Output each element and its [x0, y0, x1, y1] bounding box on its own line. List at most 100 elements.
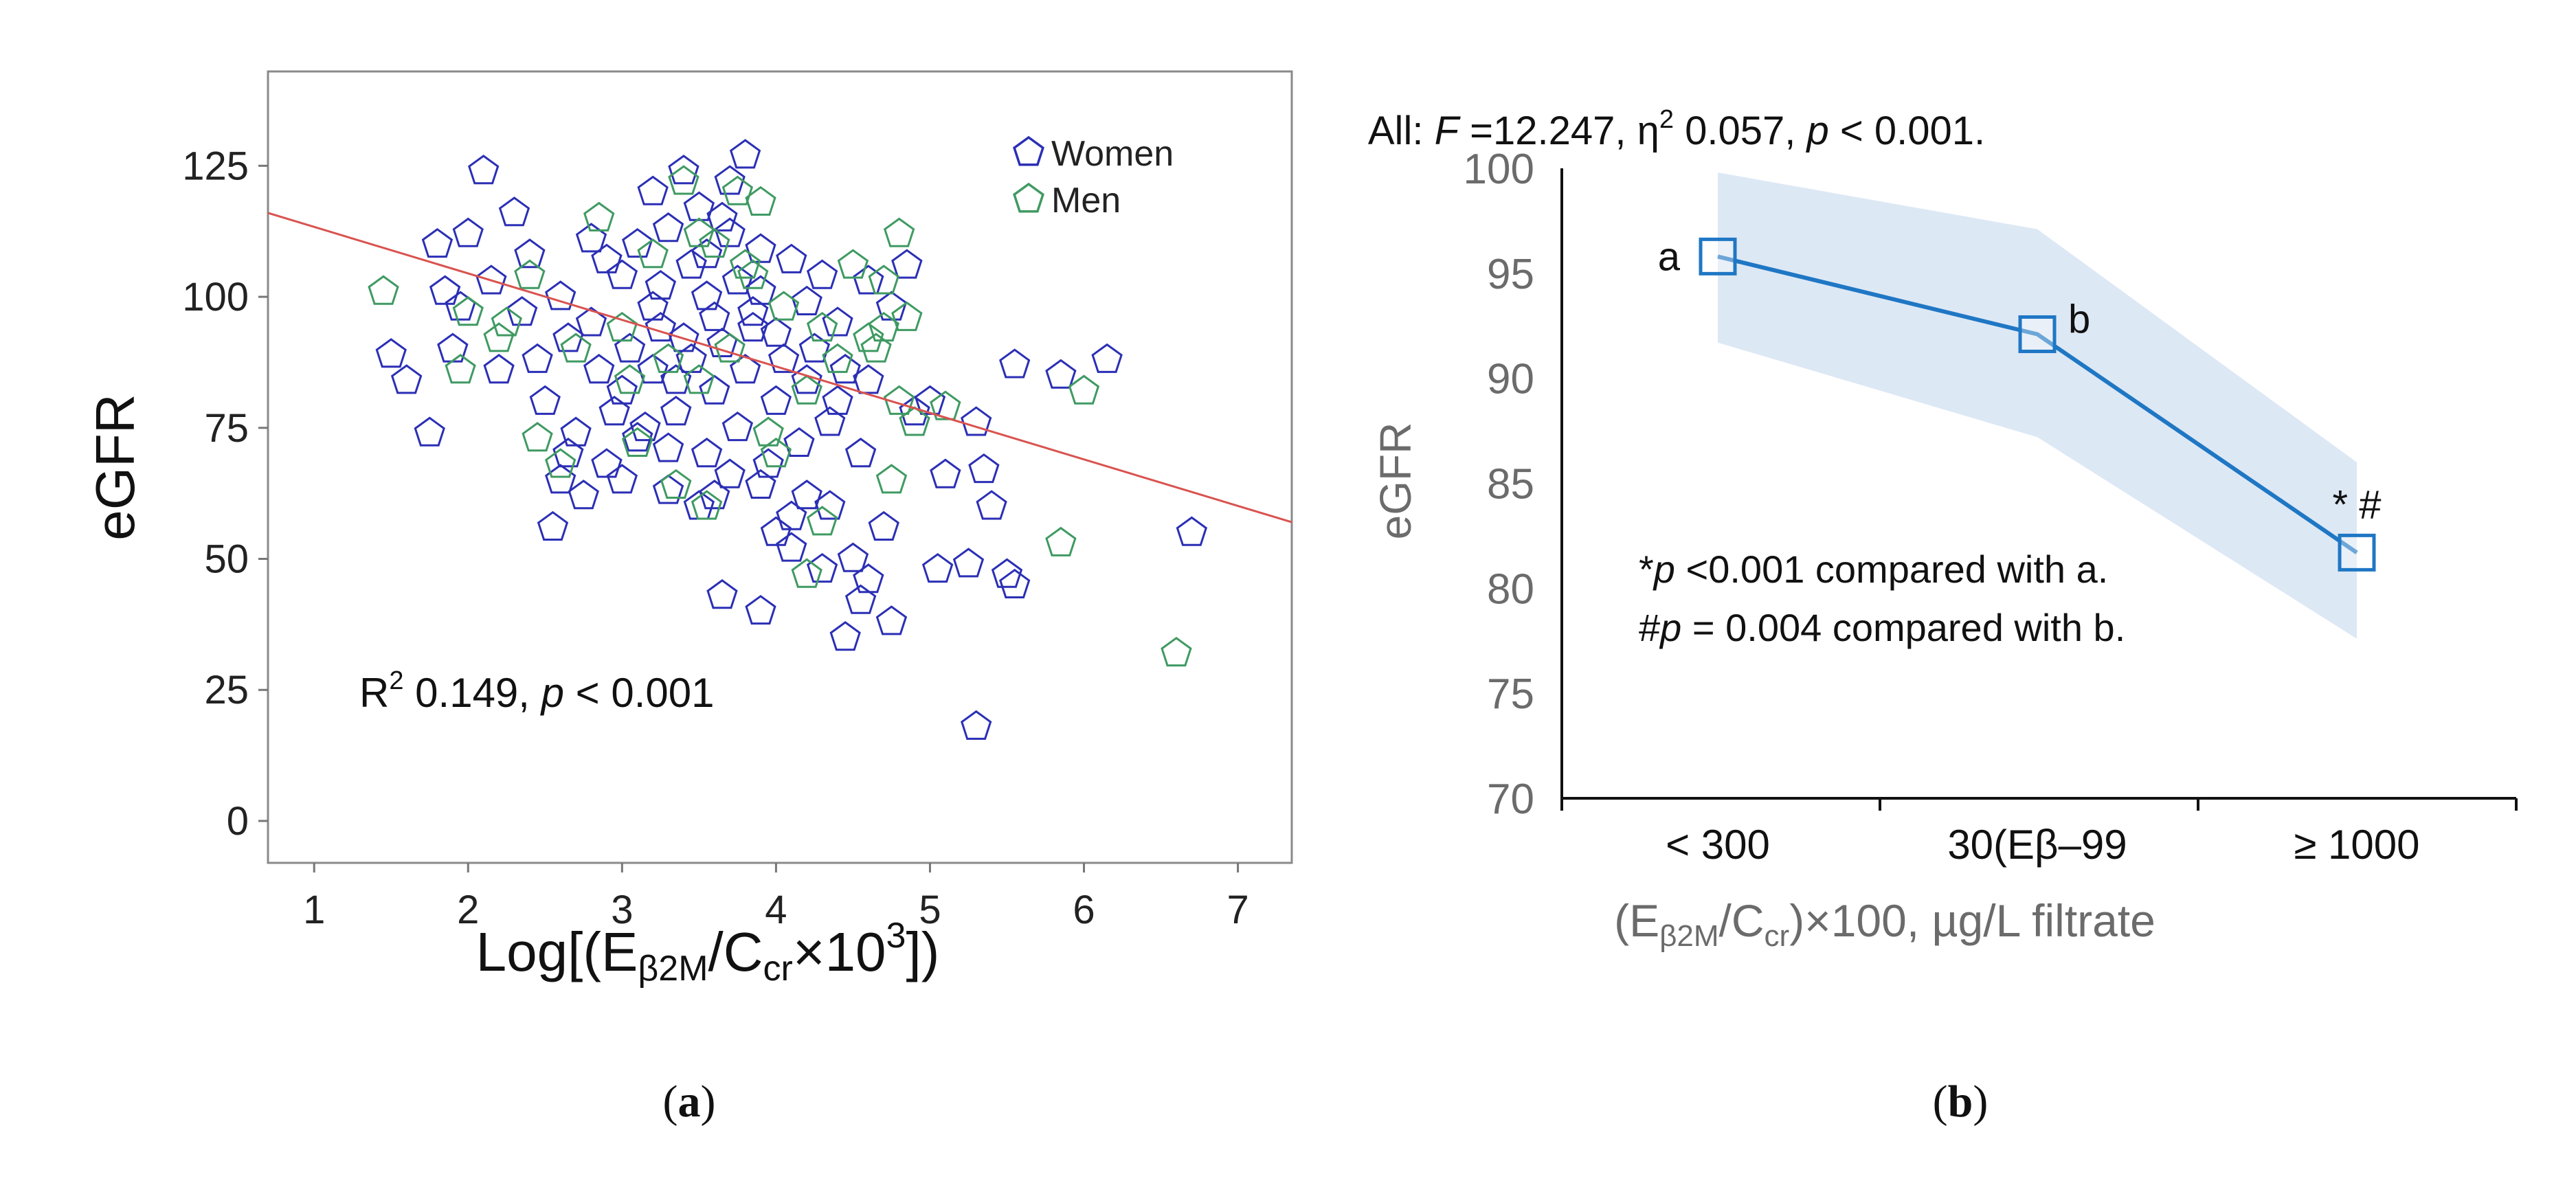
women-data-point	[776, 243, 807, 273]
panel-b-axes: 70 75 80 85 90 95 100 < 300 30(Eβ–99 ≥ 1000	[1464, 146, 2518, 868]
women-data-point	[552, 438, 584, 468]
women-data-point	[706, 201, 738, 232]
men-data-point	[791, 374, 822, 405]
women-data-point	[853, 264, 884, 295]
panel-b-y-tick-label: 85	[1487, 461, 1534, 508]
panel-a-y-tick-label: 0	[227, 799, 249, 844]
women-data-point	[645, 269, 677, 300]
men-data-point	[721, 175, 754, 205]
legend-women-pentagon-icon	[1013, 135, 1044, 166]
panel-a-y-axis-label: eGFR	[85, 394, 146, 540]
women-data-point	[629, 411, 661, 442]
xlabel-b-part1: (E	[1614, 895, 1659, 946]
women-data-point	[737, 296, 769, 326]
women-data-point	[622, 227, 653, 258]
women-data-point	[976, 490, 1007, 520]
panel-a-y-tick-label: 75	[204, 406, 249, 451]
r2-label: R	[359, 670, 389, 716]
panel-b-label-letter: b	[1948, 1077, 1973, 1127]
men-data-point	[545, 448, 576, 478]
men-data-point	[452, 296, 484, 326]
legend-men-label: Men	[1051, 181, 1121, 221]
title-b-f-italic: F	[1435, 109, 1461, 153]
panel-b-square-marker	[2018, 315, 2057, 353]
women-data-point	[837, 542, 869, 572]
panel-b-x-axis-label: (Eβ2M/Ccr)×100, µg/L filtrate	[1614, 895, 2155, 953]
r2-p-value: < 0.001	[564, 670, 715, 716]
women-data-point	[575, 306, 607, 337]
note1-p-italic: p	[1653, 548, 1675, 591]
panel-a-regression-line	[267, 212, 1292, 523]
panel-b-caption-label: (b)	[1933, 1077, 1989, 1127]
women-data-point	[545, 280, 576, 311]
women-data-point	[721, 411, 754, 442]
women-data-point	[1091, 343, 1123, 373]
panel-b-mean-line	[1717, 254, 2358, 554]
panel-b-note-2: #p = 0.004 compared with b.	[1639, 606, 2125, 649]
women-data-point	[1176, 516, 1208, 546]
panel-a-label-close: )	[701, 1077, 716, 1127]
women-data-point	[868, 510, 899, 541]
men-data-point	[891, 301, 923, 331]
xlabel-a-sub2: cr	[763, 949, 793, 989]
women-data-point	[768, 343, 800, 373]
men-data-point	[560, 333, 592, 363]
women-data-point	[506, 296, 538, 326]
women-data-point	[930, 458, 961, 488]
women-data-point	[1045, 359, 1077, 389]
women-data-point	[760, 317, 792, 347]
men-data-point	[652, 343, 684, 373]
panel-a-y-tick-label: 25	[204, 668, 249, 712]
note1-star: *	[1639, 548, 1654, 591]
women-data-point	[591, 448, 623, 478]
xlabel-b-sub2: cr	[1765, 919, 1790, 953]
women-data-point	[468, 155, 500, 185]
women-data-point	[691, 280, 723, 311]
women-data-point	[853, 563, 884, 594]
women-data-point	[760, 516, 792, 546]
panel-a-ticks: 1 2 3 4 5 6 7 0 25 50 75 100 125	[182, 144, 1248, 932]
women-data-point	[598, 396, 630, 426]
panel-b-y-axis-label: eGFR	[1371, 423, 1420, 540]
women-data-point	[783, 427, 815, 457]
women-data-point	[760, 385, 792, 415]
women-data-point	[745, 469, 776, 499]
women-data-point	[699, 480, 730, 510]
women-data-point	[776, 532, 807, 562]
men-data-point	[822, 343, 853, 373]
women-data-point	[699, 301, 730, 331]
women-data-point	[614, 333, 646, 363]
panel-a-x-tick-label: 7	[1227, 888, 1248, 932]
panel-b-series: a b * #	[1658, 234, 2381, 572]
women-data-point	[745, 233, 776, 263]
women-data-point	[414, 416, 445, 447]
women-data-point	[560, 416, 592, 447]
women-data-point	[875, 605, 908, 635]
panel-b-y-tick-label: 75	[1487, 671, 1534, 718]
women-data-point	[999, 348, 1031, 379]
title-b-part1: All:	[1368, 109, 1435, 153]
women-data-point	[699, 374, 730, 405]
panel-a-x-tick-label: 4	[765, 888, 787, 932]
men-data-point	[875, 464, 908, 494]
women-data-point	[729, 139, 761, 169]
panel-b-y-tick-label: 95	[1487, 251, 1534, 298]
women-data-point	[660, 396, 692, 426]
panel-b-label-open: (	[1933, 1077, 1948, 1127]
men-data-point	[699, 227, 730, 258]
men-data-point	[737, 259, 769, 289]
men-data-point	[883, 217, 915, 247]
men-data-point	[691, 490, 723, 520]
women-data-point	[891, 249, 923, 279]
women-data-point	[968, 453, 1000, 484]
women-data-point	[429, 275, 461, 305]
men-data-point	[683, 364, 715, 394]
men-data-point	[614, 364, 646, 394]
panel-a-caption-label: (a)	[663, 1077, 716, 1127]
panel-b-y-tick-label: 80	[1487, 565, 1534, 613]
women-data-point	[483, 354, 515, 384]
panel-b-point-label: b	[2068, 297, 2090, 341]
women-data-point	[791, 364, 822, 394]
women-data-point	[714, 165, 746, 195]
